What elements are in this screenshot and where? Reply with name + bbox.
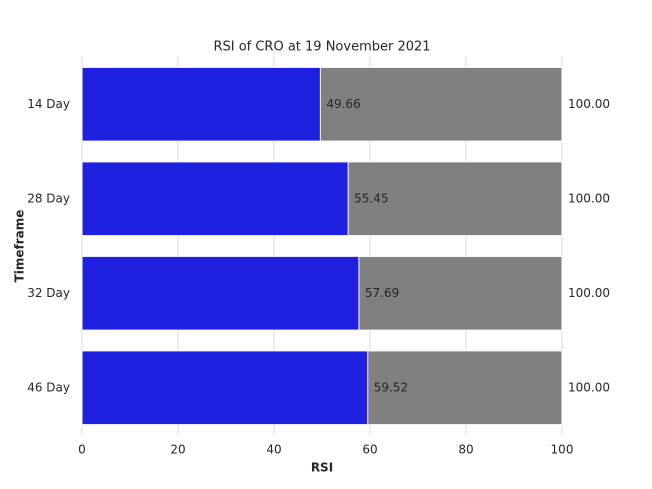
- data-label: 57.69: [365, 286, 399, 300]
- data-label: 100.00: [568, 191, 610, 205]
- y-tick-label: 46 Day: [27, 380, 70, 394]
- data-label: 55.45: [354, 191, 388, 205]
- x-tick-label: 100: [551, 443, 574, 457]
- x-tick-label: 60: [362, 443, 377, 457]
- data-label: 100.00: [568, 286, 610, 300]
- y-tick-label: 28 Day: [27, 191, 70, 205]
- data-label: 100.00: [568, 97, 610, 111]
- chart-title: RSI of CRO at 19 November 2021: [213, 40, 430, 55]
- x-tick-label: 40: [266, 443, 281, 457]
- bar: [81, 66, 321, 142]
- x-tick-label: 0: [78, 443, 86, 457]
- y-tick-label: 14 Day: [27, 97, 70, 111]
- data-label: 59.52: [374, 380, 408, 394]
- bar: [81, 255, 360, 331]
- data-label: 49.66: [326, 97, 360, 111]
- data-label: 100.00: [568, 380, 610, 394]
- y-axis-label: Timeframe: [13, 210, 27, 283]
- bar: [81, 161, 349, 237]
- x-tick-label: 20: [170, 443, 185, 457]
- x-axis-label: RSI: [311, 461, 333, 475]
- y-tick-label: 32 Day: [27, 286, 70, 300]
- bar: [81, 350, 369, 426]
- x-tick-label: 80: [458, 443, 473, 457]
